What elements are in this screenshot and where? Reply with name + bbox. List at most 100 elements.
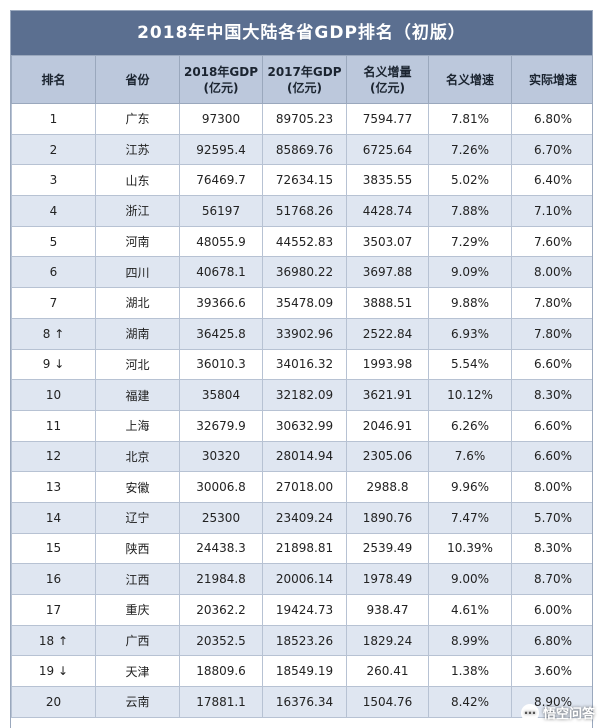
cell-real-growth: 8.70% (511, 563, 592, 595)
cell-province: 福建 (95, 379, 180, 411)
table-row: 8 ↑ 湖南 36425.8 33902.96 2522.84 6.93% 7.80% (11, 317, 592, 350)
cell-province: 北京 (95, 440, 180, 473)
cell-rank: 13 (11, 471, 96, 503)
cell-real-growth: 6.60% (511, 409, 592, 442)
cell-gdp-2018: 92595.4 (179, 133, 263, 166)
cell-real-growth: 7.80% (511, 317, 592, 350)
cell-real-growth: 6.80% (511, 103, 592, 135)
cell-rank: 16 (11, 563, 96, 595)
arrow-up-icon: ↑ (54, 326, 65, 341)
cell-rank: 12 (11, 440, 96, 473)
cell-real-growth: 6.80% (511, 624, 592, 657)
cell-nominal-increase: 4428.74 (346, 195, 429, 227)
cell-nominal-increase: 2522.84 (346, 317, 429, 350)
table-row: 20 云南 17881.1 16376.34 1504.76 8.42% 8.90% (11, 686, 592, 718)
cell-gdp-2018: 20362.2 (179, 594, 263, 626)
table-row: 19 ↓ 天津 18809.6 18549.19 260.41 1.38% 3.60% (11, 655, 592, 688)
cell-rank: 7 (11, 287, 96, 319)
cell-nominal-growth: 10.12% (428, 379, 512, 411)
cell-nominal-growth: 9.88% (428, 287, 512, 319)
header-rank: 排名 (11, 55, 96, 104)
cell-rank: 15 (11, 532, 96, 565)
gdp-table: 排名 省份 2018年GDP (亿元) 2017年GDP (亿元) 名义增量 (亿元)… (11, 55, 592, 718)
cell-rank: 10 (11, 379, 96, 411)
cell-gdp-2017: 44552.83 (262, 225, 347, 258)
watermark: ⋯ 悟空问答 (520, 703, 595, 722)
header-real-growth: 实际增速 (511, 55, 592, 104)
cell-gdp-2017: 36980.22 (262, 256, 347, 289)
gdp-table-frame: 2018年中国大陆各省GDP排名（初版） 排名 省份 2018年GDP (亿元) … (10, 10, 593, 728)
table-row: 17 重庆 20362.2 19424.73 938.47 4.61% 6.00% (11, 594, 592, 626)
cell-gdp-2018: 39366.6 (179, 287, 263, 319)
cell-province: 广西 (95, 624, 180, 657)
cell-nominal-increase: 1829.24 (346, 624, 429, 657)
cell-nominal-growth: 4.61% (428, 594, 512, 626)
cell-nominal-increase: 3697.88 (346, 256, 429, 289)
cell-gdp-2017: 33902.96 (262, 317, 347, 350)
table-row: 5 河南 48055.9 44552.83 3503.07 7.29% 7.60% (11, 225, 592, 258)
header-province: 省份 (95, 55, 180, 104)
cell-gdp-2017: 89705.23 (262, 103, 347, 135)
cell-nominal-increase: 3835.55 (346, 164, 429, 197)
arrow-down-icon: ↓ (58, 664, 69, 679)
cell-real-growth: 8.30% (511, 532, 592, 565)
cell-real-growth: 7.10% (511, 195, 592, 227)
cell-rank: 20 (11, 686, 96, 718)
cell-rank: 18 ↑ (11, 624, 96, 657)
cell-gdp-2017: 34016.32 (262, 348, 347, 381)
cell-gdp-2017: 35478.09 (262, 287, 347, 319)
cell-real-growth: 7.60% (511, 225, 592, 258)
cell-province: 陕西 (95, 532, 180, 565)
cell-gdp-2018: 36010.3 (179, 348, 263, 381)
cell-province: 湖北 (95, 287, 180, 319)
cell-gdp-2018: 18809.6 (179, 655, 263, 688)
table-row: 13 安徽 30006.8 27018.00 2988.8 9.96% 8.00% (11, 471, 592, 503)
cell-gdp-2018: 40678.1 (179, 256, 263, 289)
cell-gdp-2018: 76469.7 (179, 164, 263, 197)
table-row: 18 ↑ 广西 20352.5 18523.26 1829.24 8.99% 6.80% (11, 624, 592, 657)
cell-gdp-2018: 36425.8 (179, 317, 263, 350)
cell-province: 湖南 (95, 317, 180, 350)
table-row: 7 湖北 39366.6 35478.09 3888.51 9.88% 7.80% (11, 287, 592, 319)
table-row: 10 福建 35804 32182.09 3621.91 10.12% 8.30% (11, 379, 592, 411)
header-nominal-growth: 名义增速 (428, 55, 512, 104)
header-gdp-2018: 2018年GDP (亿元) (179, 55, 263, 104)
cell-nominal-growth: 1.38% (428, 655, 512, 688)
cell-nominal-growth: 9.00% (428, 563, 512, 595)
cell-nominal-growth: 6.26% (428, 409, 512, 442)
cell-province: 江苏 (95, 133, 180, 166)
header-gdp-2017: 2017年GDP (亿元) (262, 55, 347, 104)
cell-rank: 19 ↓ (11, 655, 96, 688)
cell-real-growth: 3.60% (511, 655, 592, 688)
cell-province: 广东 (95, 103, 180, 135)
cell-nominal-increase: 6725.64 (346, 133, 429, 166)
cell-gdp-2017: 27018.00 (262, 471, 347, 503)
table-row: 2 江苏 92595.4 85869.76 6725.64 7.26% 6.70% (11, 133, 592, 166)
cell-rank: 17 (11, 594, 96, 626)
cell-real-growth: 6.60% (511, 440, 592, 473)
cell-gdp-2017: 23409.24 (262, 501, 347, 534)
cell-rank: 1 (11, 103, 96, 135)
table-title: 2018年中国大陆各省GDP排名（初版） (11, 11, 592, 55)
cell-province: 山东 (95, 164, 180, 197)
cell-nominal-growth: 7.26% (428, 133, 512, 166)
cell-rank: 5 (11, 225, 96, 258)
cell-province: 河南 (95, 225, 180, 258)
cell-gdp-2017: 30632.99 (262, 409, 347, 442)
cell-nominal-growth: 7.81% (428, 103, 512, 135)
cell-rank: 9 ↓ (11, 348, 96, 381)
cell-rank: 4 (11, 195, 96, 227)
cell-province: 辽宁 (95, 501, 180, 534)
cell-real-growth: 6.40% (511, 164, 592, 197)
cell-nominal-growth: 5.54% (428, 348, 512, 381)
cell-nominal-growth: 6.93% (428, 317, 512, 350)
cell-nominal-increase: 1890.76 (346, 501, 429, 534)
cell-nominal-growth: 7.47% (428, 501, 512, 534)
cell-rank: 14 (11, 501, 96, 534)
cell-nominal-increase: 2539.49 (346, 532, 429, 565)
table-row: 14 辽宁 25300 23409.24 1890.76 7.47% 5.70% (11, 501, 592, 534)
cell-nominal-increase: 3503.07 (346, 225, 429, 258)
cell-nominal-growth: 8.99% (428, 624, 512, 657)
cell-gdp-2018: 56197 (179, 195, 263, 227)
cell-gdp-2018: 25300 (179, 501, 263, 534)
